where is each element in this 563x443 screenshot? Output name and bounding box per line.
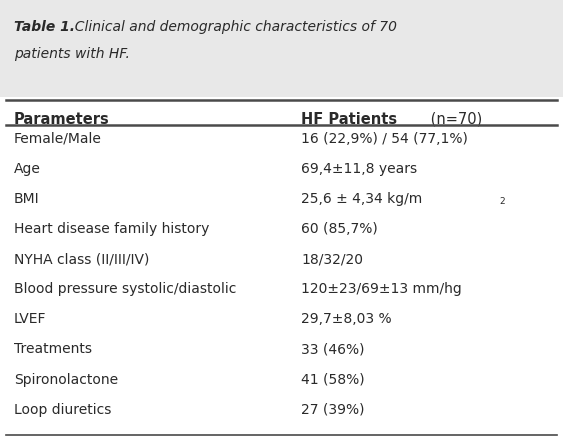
Text: 29,7±8,03 %: 29,7±8,03 % (301, 312, 392, 326)
Text: Parameters: Parameters (14, 112, 110, 127)
Text: (n=70): (n=70) (426, 112, 482, 127)
Text: Spironolactone: Spironolactone (14, 373, 118, 387)
Text: 2: 2 (499, 197, 505, 206)
Text: 18/32/20: 18/32/20 (301, 252, 363, 266)
Text: 120±23/69±13 mm/hg: 120±23/69±13 mm/hg (301, 282, 462, 296)
Text: 16 (22,9%) / 54 (77,1%): 16 (22,9%) / 54 (77,1%) (301, 132, 468, 146)
Text: Table 1.: Table 1. (14, 20, 75, 34)
Text: Female/Male: Female/Male (14, 132, 102, 146)
Text: Loop diuretics: Loop diuretics (14, 403, 111, 417)
Text: Clinical and demographic characteristics of 70: Clinical and demographic characteristics… (66, 20, 397, 34)
Text: NYHA class (II/III/IV): NYHA class (II/III/IV) (14, 252, 149, 266)
Text: BMI: BMI (14, 192, 40, 206)
Text: 27 (39%): 27 (39%) (301, 403, 365, 417)
Text: Heart disease family history: Heart disease family history (14, 222, 209, 236)
Text: 60 (85,7%): 60 (85,7%) (301, 222, 378, 236)
Text: patients with HF.: patients with HF. (14, 47, 130, 61)
Text: 33 (46%): 33 (46%) (301, 342, 365, 357)
Text: LVEF: LVEF (14, 312, 47, 326)
Text: 41 (58%): 41 (58%) (301, 373, 365, 387)
Text: Treatments: Treatments (14, 342, 92, 357)
Text: 25,6 ± 4,34 kg/m: 25,6 ± 4,34 kg/m (301, 192, 422, 206)
FancyBboxPatch shape (0, 97, 563, 443)
Text: Age: Age (14, 162, 41, 176)
Text: Blood pressure systolic/diastolic: Blood pressure systolic/diastolic (14, 282, 236, 296)
Text: 69,4±11,8 years: 69,4±11,8 years (301, 162, 417, 176)
Text: HF Patients: HF Patients (301, 112, 397, 127)
